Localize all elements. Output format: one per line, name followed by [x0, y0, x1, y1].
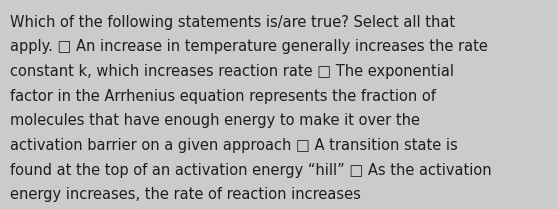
Text: activation barrier on a given approach □ A transition state is: activation barrier on a given approach □… [10, 138, 458, 153]
Text: found at the top of an activation energy “hill” □ As the activation: found at the top of an activation energy… [10, 163, 492, 178]
Text: molecules that have enough energy to make it over the: molecules that have enough energy to mak… [10, 113, 420, 128]
Text: energy increases, the rate of reaction increases: energy increases, the rate of reaction i… [10, 187, 361, 202]
Text: apply. □ An increase in temperature generally increases the rate: apply. □ An increase in temperature gene… [10, 39, 488, 54]
Text: constant k, which increases reaction rate □ The exponential: constant k, which increases reaction rat… [10, 64, 454, 79]
Text: factor in the Arrhenius equation represents the fraction of: factor in the Arrhenius equation represe… [10, 89, 436, 104]
Text: Which of the following statements is/are true? Select all that: Which of the following statements is/are… [10, 15, 455, 30]
